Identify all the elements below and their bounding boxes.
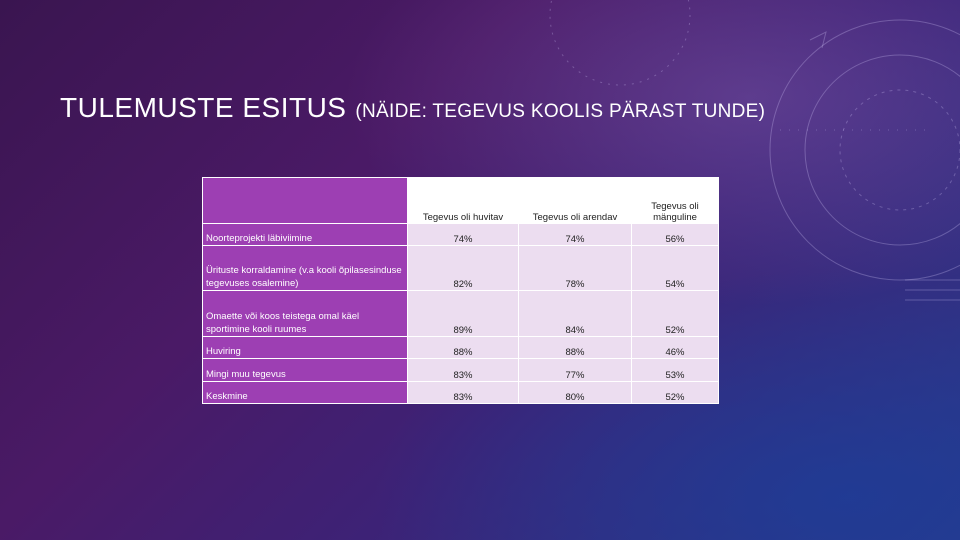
row-label: Omaette või koos teistega omal käel spor… <box>202 290 408 337</box>
table-cell: 88% <box>407 336 519 359</box>
table-cell: 56% <box>631 223 719 246</box>
page-title: TULEMUSTE ESITUS (NÄIDE: TEGEVUS KOOLIS … <box>60 88 765 125</box>
table-row: Huviring 88% 88% 46% <box>202 336 719 359</box>
row-label: Mingi muu tegevus <box>202 358 408 382</box>
table-cell: 54% <box>631 245 719 291</box>
table-cell: 52% <box>631 381 719 404</box>
table-cell: 83% <box>407 358 519 382</box>
table-row: Ürituste korraldamine (v.a kooli õpilase… <box>202 245 719 291</box>
row-label: Huviring <box>202 336 408 359</box>
table-cell: 88% <box>518 336 632 359</box>
table-cell: 84% <box>518 290 632 337</box>
table-cell: 52% <box>631 290 719 337</box>
title-main: TULEMUSTE ESITUS <box>60 92 347 123</box>
table-cell: 74% <box>407 223 519 246</box>
row-label: Keskmine <box>202 381 408 404</box>
table-cell: 74% <box>518 223 632 246</box>
header-cell-developing: Tegevus oli arendav <box>518 177 632 224</box>
table-cell: 80% <box>518 381 632 404</box>
table-row: Omaette või koos teistega omal käel spor… <box>202 290 719 337</box>
header-cell-playful: Tegevus oli mänguline <box>631 177 719 224</box>
table-cell: 89% <box>407 290 519 337</box>
row-label: Noorteprojekti läbiviimine <box>202 223 408 246</box>
header-cell-interesting: Tegevus oli huvitav <box>407 177 519 224</box>
title-sub: (NÄIDE: TEGEVUS KOOLIS PÄRAST TUNDE) <box>355 101 766 122</box>
table-cell: 82% <box>407 245 519 291</box>
table-cell: 53% <box>631 358 719 382</box>
header-cell-blank <box>202 177 408 224</box>
table-row: Mingi muu tegevus 83% 77% 53% <box>202 358 719 382</box>
table-header-row: Tegevus oli huvitav Tegevus oli arendav … <box>202 177 719 224</box>
table-row: Noorteprojekti läbiviimine 74% 74% 56% <box>202 223 719 246</box>
table-cell: 46% <box>631 336 719 359</box>
results-table: Tegevus oli huvitav Tegevus oli arendav … <box>202 177 719 404</box>
table-cell: 78% <box>518 245 632 291</box>
table-cell: 83% <box>407 381 519 404</box>
row-label: Ürituste korraldamine (v.a kooli õpilase… <box>202 245 408 291</box>
table-row: Keskmine 83% 80% 52% <box>202 381 719 404</box>
table-cell: 77% <box>518 358 632 382</box>
